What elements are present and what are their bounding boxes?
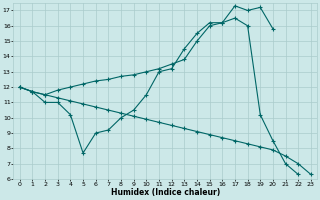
X-axis label: Humidex (Indice chaleur): Humidex (Indice chaleur): [111, 188, 220, 197]
